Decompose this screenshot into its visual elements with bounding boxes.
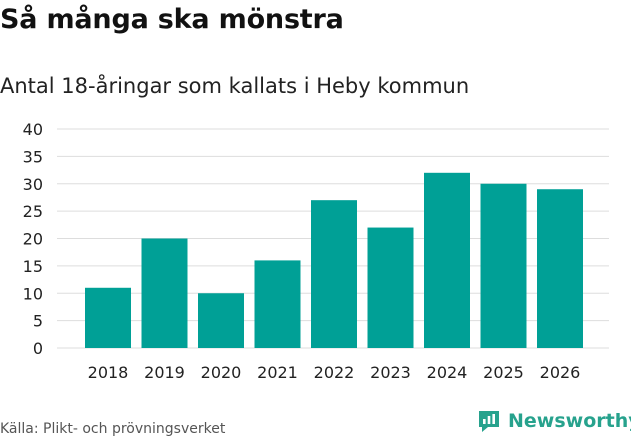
x-axis-ticks: 2018 2019 2020 2021 2022 2023 2024 2025 2026 [88, 363, 581, 382]
y-tick-label: 40 [23, 120, 43, 139]
x-tick-label: 2026 [540, 363, 581, 382]
bar-2021[interactable] [254, 260, 301, 348]
brand-name: Newsworthy [508, 410, 631, 432]
bar-2024[interactable] [424, 172, 470, 348]
x-tick-label: 2020 [201, 363, 242, 382]
x-tick-label: 2023 [370, 363, 411, 382]
bar-2019[interactable] [141, 238, 188, 349]
bar-2023[interactable] [367, 227, 414, 348]
source-note: Källa: Plikt- och prövningsverket [0, 421, 226, 437]
y-tick-label: 20 [23, 230, 43, 249]
y-tick-label: 10 [23, 284, 43, 303]
bar-2018[interactable] [85, 287, 131, 348]
newsworthy-brand[interactable]: Newsworthy [476, 408, 631, 434]
bar-2025[interactable] [480, 183, 527, 348]
x-tick-label: 2024 [427, 363, 468, 382]
x-tick-label: 2025 [483, 363, 524, 382]
y-tick-label: 35 [23, 147, 43, 166]
x-tick-label: 2018 [88, 363, 129, 382]
y-axis-ticks: 0 5 10 15 20 25 30 35 40 [23, 120, 43, 358]
x-tick-label: 2019 [144, 363, 185, 382]
newsworthy-logo-icon [479, 411, 499, 432]
x-tick-label: 2021 [257, 363, 298, 382]
y-tick-label: 15 [23, 257, 43, 276]
bar-2026[interactable] [537, 189, 583, 348]
bars [85, 172, 583, 349]
y-tick-label: 0 [33, 339, 43, 358]
bar-2020[interactable] [198, 293, 244, 348]
x-tick-label: 2022 [314, 363, 355, 382]
y-tick-label: 25 [23, 202, 43, 221]
chart-title: Så många ska mönstra [0, 4, 344, 35]
bar-2022[interactable] [311, 200, 357, 348]
chart-subtitle: Antal 18-åringar som kallats i Heby komm… [0, 74, 470, 98]
y-tick-label: 5 [33, 312, 43, 331]
y-tick-label: 30 [23, 175, 43, 194]
